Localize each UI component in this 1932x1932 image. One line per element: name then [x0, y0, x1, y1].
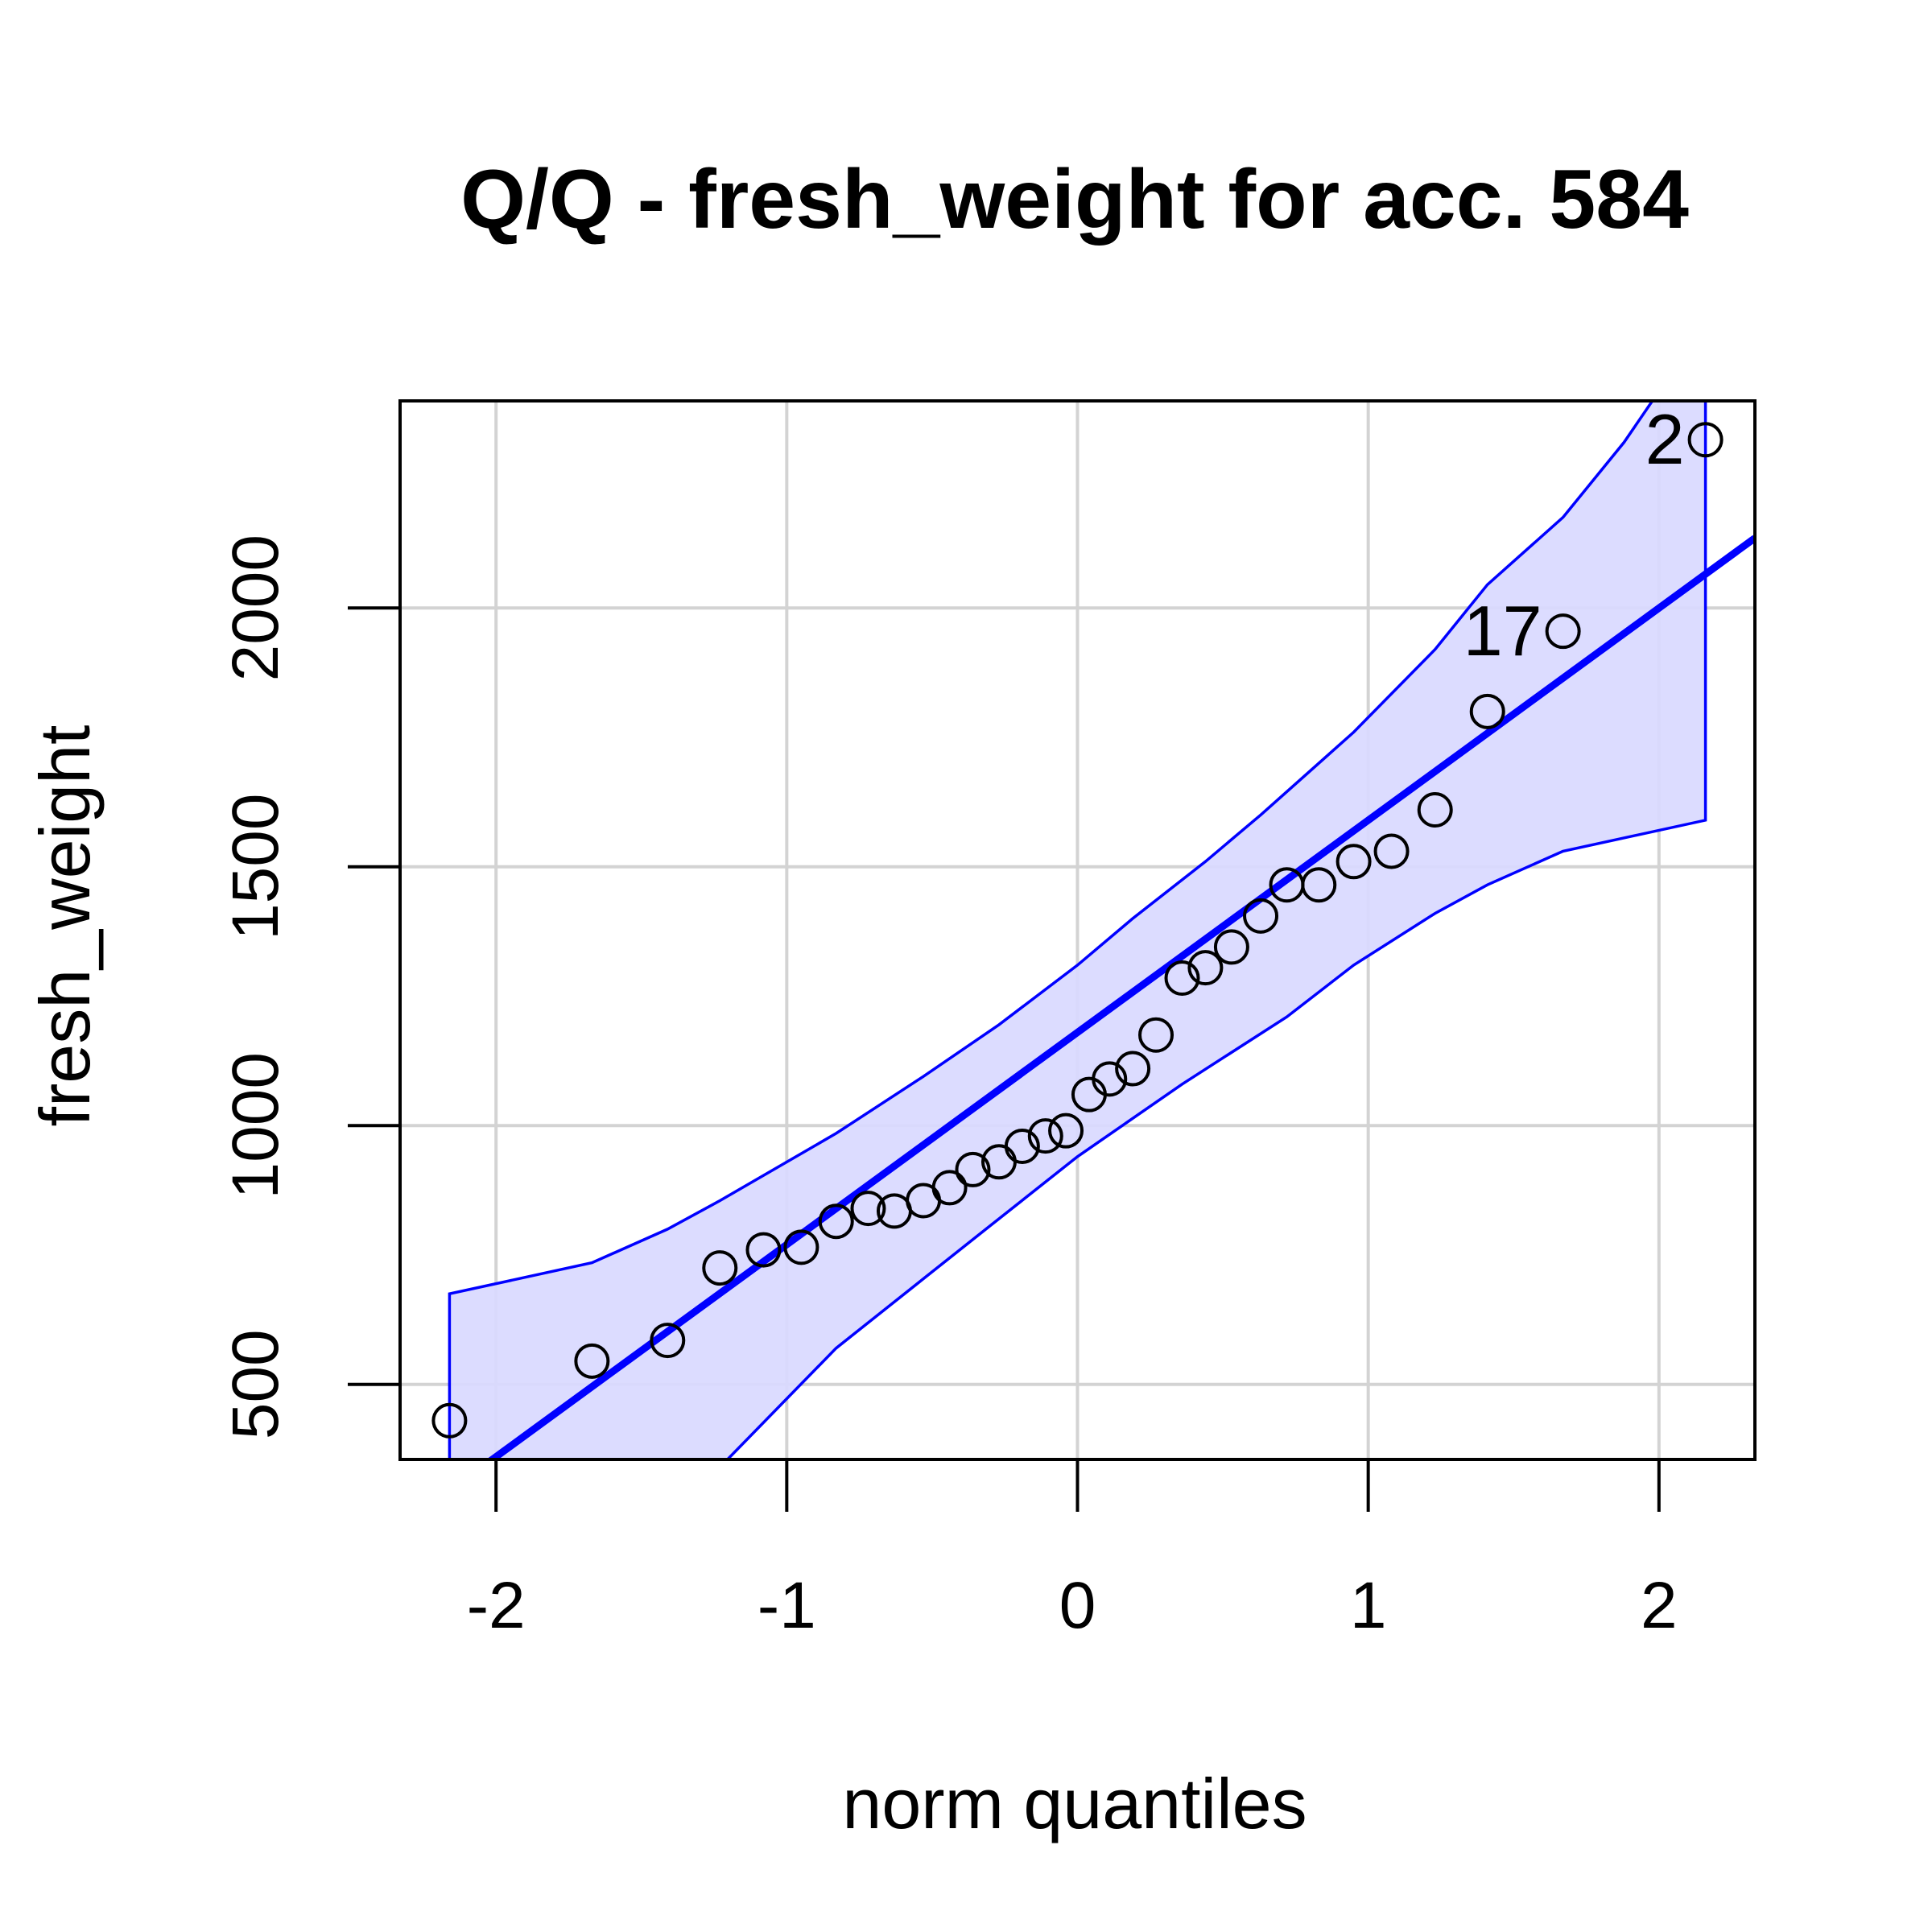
points [431, 422, 1724, 1439]
data-point [850, 1191, 886, 1227]
data-point [1335, 844, 1372, 880]
confidence-band-lower [725, 401, 1707, 1459]
data-point [1243, 898, 1279, 934]
data-point [1115, 1051, 1151, 1087]
chart-title: Q/Q - fresh_weight for acc. 584 [460, 153, 1689, 246]
data-point [702, 1250, 738, 1286]
data-point [1004, 1128, 1040, 1164]
y-tick-label: 1500 [219, 794, 292, 940]
data-point [1138, 1017, 1174, 1053]
x-tick-label: -1 [758, 1569, 816, 1642]
x-tick-label: 2 [1641, 1569, 1678, 1642]
point-label: 2 [1645, 399, 1685, 479]
data-point [650, 1323, 686, 1359]
y-tick-label: 2000 [219, 535, 292, 681]
y-axis: 500 1000 1500 2000 [219, 535, 400, 1439]
x-tick-label: 0 [1059, 1569, 1096, 1642]
x-tick-label: -2 [467, 1569, 526, 1642]
data-point [1027, 1118, 1063, 1154]
data-point [1092, 1061, 1128, 1097]
data-point [431, 1402, 468, 1439]
data-point [1373, 833, 1410, 869]
reference-line [485, 535, 1755, 1459]
plot-area: 17 2 [431, 399, 1755, 1459]
y-tick-label: 1000 [219, 1052, 292, 1199]
data-point [1048, 1113, 1084, 1149]
confidence-band [449, 401, 1706, 1459]
y-tick-label: 500 [219, 1329, 292, 1439]
data-point [1417, 791, 1453, 828]
data-point [574, 1343, 610, 1379]
point-labels: 17 2 [1463, 399, 1685, 671]
data-point [1301, 867, 1337, 903]
data-point [1187, 950, 1224, 986]
confidence-band-upper [448, 401, 1654, 1459]
y-axis-label: fresh_weight [25, 725, 105, 1127]
data-point [931, 1170, 968, 1206]
x-tick-label: 1 [1350, 1569, 1387, 1642]
data-point [1545, 613, 1581, 650]
x-axis-label: norm quantiles [842, 1764, 1307, 1843]
data-point [783, 1229, 819, 1265]
data-point [1687, 422, 1724, 458]
point-label: 17 [1463, 591, 1542, 671]
data-point [1213, 929, 1249, 965]
data-point [955, 1151, 991, 1187]
data-point [1469, 693, 1505, 729]
data-point [1164, 960, 1200, 996]
data-point [818, 1203, 854, 1240]
data-point [745, 1232, 782, 1268]
x-axis: -2 -1 0 1 2 [467, 1459, 1678, 1642]
